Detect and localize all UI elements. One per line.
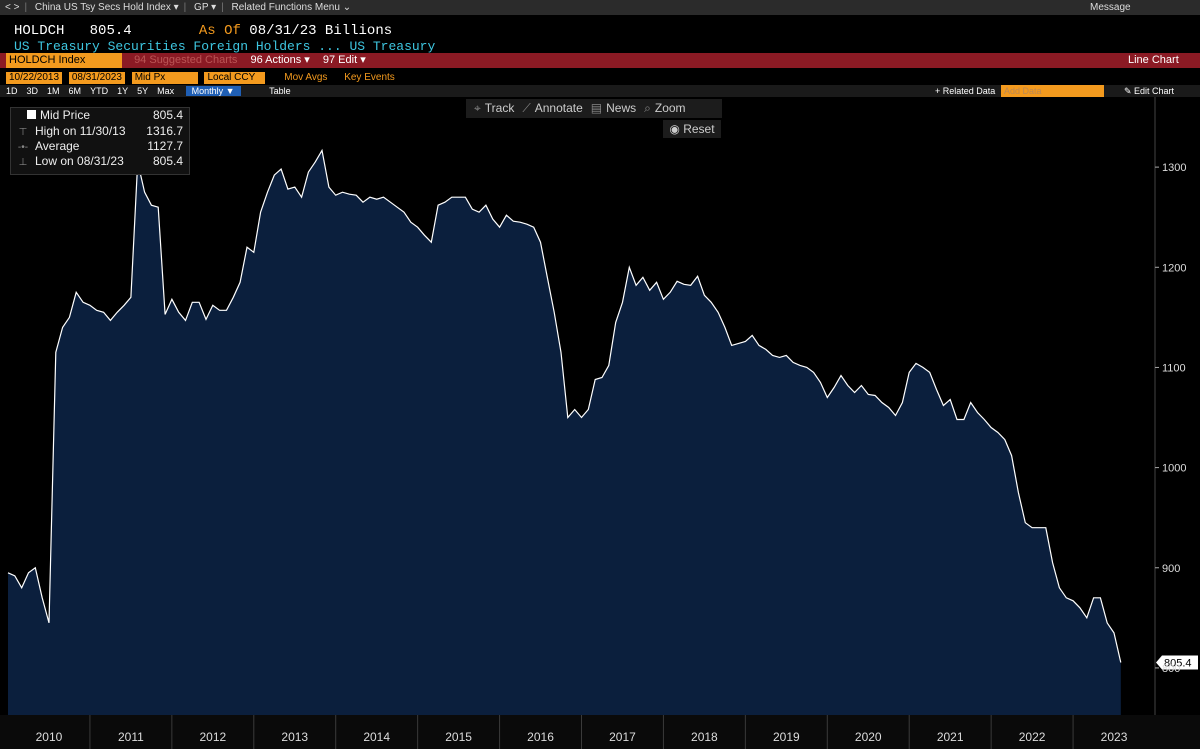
chart-type: Line Chart [1128, 54, 1179, 66]
as-of-label: As Of [198, 23, 241, 39]
ticker: HOLDCH [14, 23, 65, 39]
legend-value: 805.4 [152, 154, 183, 168]
reset-label[interactable]: Reset [683, 122, 715, 136]
security[interactable]: HOLDCH Index [6, 53, 122, 68]
frequency[interactable]: Monthly ▼ [185, 86, 241, 96]
legend-row: ⊤ High on 11/30/13 1316.7 [11, 124, 189, 139]
x-tick-label: 2010 [36, 730, 63, 744]
settings: 10/22/2013 08/31/2023 Mid Px Local CCY M… [6, 72, 395, 84]
y-tick-label: 1200 [1162, 262, 1186, 274]
y-tick-label: 1300 [1162, 162, 1186, 174]
legend-value: 1316.7 [146, 124, 183, 138]
nav[interactable]: < > [5, 2, 20, 13]
field[interactable]: Mid Px [131, 72, 198, 84]
start-date[interactable]: 10/22/2013 [6, 72, 63, 84]
menu-item[interactable]: Related Functions Menu ⌄ [231, 2, 352, 13]
x-tick-label: 2015 [445, 730, 472, 744]
period[interactable]: Max [157, 86, 175, 96]
currency[interactable]: Local CCY [204, 72, 266, 84]
period[interactable]: 1M [47, 86, 60, 96]
tool[interactable]: ⟋ [522, 101, 531, 115]
tool-label[interactable]: Zoom [654, 101, 686, 115]
reset[interactable]: ◉ Reset [663, 120, 721, 138]
tool-label[interactable]: Annotate [534, 101, 583, 115]
tool[interactable]: ⌖ [474, 101, 481, 115]
chart-tools: ⌖ Track ⟋ Annotate ▤ News ⌕ Zoom [466, 99, 722, 118]
x-tick-label: 2022 [1019, 730, 1046, 744]
last-pointer [1156, 655, 1198, 670]
legend-label: Low on 08/31/23 [35, 154, 124, 168]
x-tick-label: 2011 [118, 730, 144, 744]
legend-value: 1127.7 [147, 139, 183, 153]
add-data[interactable]: Add Data [1001, 85, 1104, 97]
x-tick-label: 2023 [1101, 730, 1128, 744]
x-tick-label: 2013 [281, 730, 308, 744]
last-value-label: 805.4 [1164, 658, 1192, 670]
description: US Treasury Securities Foreign Holders .… [14, 39, 435, 54]
y-tick-label: 900 [1162, 563, 1180, 575]
x-tick-label: 2012 [199, 730, 226, 744]
legend-row: -•- Average 1127.7 [11, 139, 189, 154]
period[interactable]: 1Y [117, 86, 129, 96]
legend-label: High on 11/30/13 [35, 124, 126, 138]
x-tick-label: 2016 [527, 730, 554, 744]
area [8, 150, 1121, 715]
period[interactable]: 5Y [137, 86, 149, 96]
source: US Treasury [349, 39, 436, 54]
legend: Mid Price 805.4 ⊤ High on 11/30/13 1316.7 -•… [10, 107, 190, 175]
y-tick-label: 1000 [1162, 463, 1186, 475]
menu-item[interactable]: GP ▾ [194, 2, 217, 13]
button[interactable]: 97 Edit ▾ [322, 54, 366, 66]
command-bar: HOLDCH Index 94 Suggested Charts 96 Acti… [0, 53, 1200, 68]
header: HOLDCH 805.4 As Of 08/31/23 Billions [14, 23, 392, 39]
period[interactable]: 6M [68, 86, 82, 96]
tool-label[interactable]: Track [484, 101, 515, 115]
as-of: 08/31/23 [249, 23, 317, 39]
button[interactable]: 96 Actions ▾ [250, 54, 310, 66]
legend-value: 805.4 [152, 108, 183, 122]
legend-symbol: ⊥ [18, 157, 28, 168]
tool[interactable]: ⌕ [644, 101, 651, 115]
menu-item[interactable]: China US Tsy Secs Hold Index ▾ [34, 2, 179, 13]
x-tick-label: 2019 [773, 730, 800, 744]
related-data[interactable]: + Related Data [935, 86, 996, 96]
menu-bar: < > | China US Tsy Secs Hold Index ▾ | GP … [0, 0, 1200, 15]
end-date[interactable]: 08/31/2023 [68, 72, 125, 84]
legend-label: Average [35, 139, 80, 153]
last: 805.4 [89, 23, 132, 39]
x-tick-label: 2020 [855, 730, 882, 744]
tool-label[interactable]: News [606, 101, 637, 115]
x-tick-label: 2018 [691, 730, 718, 744]
axis-strip [0, 715, 1200, 749]
legend-symbol: ⊤ [18, 127, 28, 138]
line [7, 148, 1122, 663]
period-bar: 1D 3D 1M 6M YTD 1Y 5Y Max Monthly ▼ Table + Rel… [0, 85, 1200, 97]
units: Billions [324, 23, 393, 39]
button[interactable]: 94 Suggested Charts [134, 54, 238, 66]
message[interactable]: Message [1090, 2, 1131, 13]
table[interactable]: Table [269, 86, 291, 96]
y-tick-label: 1100 [1162, 362, 1186, 374]
period[interactable]: YTD [90, 86, 109, 96]
chart: 805.4 2010 2011 2012 2013 2014 2015 2016 2017 201… [0, 97, 1200, 749]
y-tick-label: 800 [1162, 663, 1180, 675]
legend-label: Mid Price [40, 108, 91, 122]
legend-row: ⊥ Low on 08/31/23 805.4 [11, 154, 189, 169]
x-tick-label: 2021 [937, 730, 964, 744]
edit-chart[interactable]: ✎ Edit Chart [1124, 86, 1175, 96]
option[interactable]: Mov Avgs [284, 72, 328, 83]
tool[interactable]: ▤ [590, 101, 603, 115]
legend-symbol: -•- [17, 142, 29, 153]
x-tick-label: 2014 [363, 730, 390, 744]
period[interactable]: 1D [6, 86, 18, 96]
period[interactable]: 3D [26, 86, 39, 96]
description-text: US Treasury Securities Foreign Holders .… [14, 39, 342, 54]
x-tick-label: 2017 [609, 730, 636, 744]
option[interactable]: Key Events [344, 72, 395, 83]
